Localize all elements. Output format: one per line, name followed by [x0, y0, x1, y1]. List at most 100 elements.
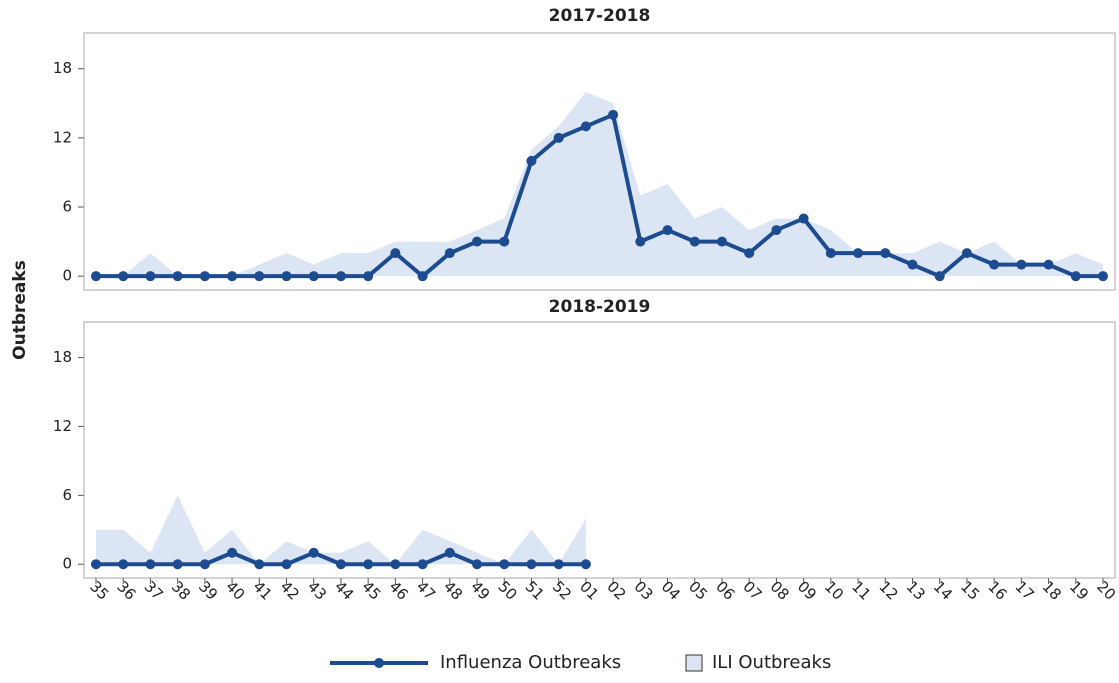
x-tick-label: 36: [113, 577, 139, 603]
influenza-marker: [91, 271, 101, 282]
x-tick-label: 20: [1093, 577, 1119, 603]
panel-title: 2018-2019: [549, 297, 651, 317]
y-axis-label: Outbreaks: [10, 260, 30, 360]
x-tick-label: 03: [630, 577, 656, 603]
influenza-marker: [118, 559, 129, 570]
influenza-marker: [308, 271, 319, 282]
legend-marker: [374, 658, 384, 668]
influenza-marker: [145, 271, 156, 282]
x-tick-label: 06: [712, 577, 738, 603]
y-tick-label: 0: [62, 555, 72, 573]
influenza-marker: [118, 271, 129, 282]
x-tick-label: 14: [930, 577, 956, 603]
influenza-marker: [499, 236, 510, 247]
x-tick-label: 47: [413, 577, 439, 603]
x-tick-label: 15: [957, 577, 983, 603]
x-tick-label: 51: [522, 577, 548, 603]
x-tick-label: 46: [386, 577, 412, 603]
influenza-marker: [444, 547, 455, 558]
y-tick-label: 6: [62, 198, 72, 216]
panel-frame: [83, 32, 1116, 291]
y-tick-label: 0: [62, 267, 72, 285]
x-tick-label: 05: [685, 577, 711, 603]
x-tick-label: 37: [141, 577, 167, 603]
panel-title: 2017-2018: [549, 6, 651, 26]
influenza-marker: [934, 271, 945, 282]
x-tick-label: 17: [1011, 577, 1037, 603]
ili-area: [96, 495, 586, 565]
x-tick-label: 07: [739, 577, 765, 603]
x-tick-label: 13: [903, 577, 929, 603]
influenza-marker: [363, 559, 374, 570]
x-tick-label: 50: [494, 577, 520, 603]
x-tick-label: 49: [467, 577, 493, 603]
panel-frame: [83, 321, 1116, 579]
x-tick-label: 35: [86, 577, 112, 603]
influenza-marker: [390, 248, 401, 259]
x-tick-label: 44: [331, 577, 357, 603]
x-tick-label: 16: [984, 577, 1010, 603]
y-tick-label: 12: [53, 128, 72, 146]
influenza-marker: [91, 559, 101, 570]
influenza-marker: [472, 559, 483, 570]
influenza-marker: [1098, 271, 1108, 282]
influenza-marker: [390, 559, 401, 570]
influenza-marker: [798, 213, 809, 224]
x-tick-label: 04: [658, 577, 684, 603]
influenza-marker: [989, 259, 1000, 270]
influenza-marker: [553, 132, 564, 143]
influenza-marker: [635, 236, 646, 247]
influenza-marker: [608, 109, 619, 120]
influenza-marker: [744, 248, 755, 259]
influenza-marker: [580, 121, 591, 132]
legend-swatch: [685, 654, 703, 672]
influenza-marker: [417, 559, 428, 570]
influenza-marker: [444, 248, 455, 259]
x-tick-label: 40: [222, 577, 248, 603]
influenza-marker: [1043, 259, 1054, 270]
y-tick-label: 6: [62, 486, 72, 504]
influenza-marker: [417, 271, 428, 282]
influenza-marker: [199, 271, 210, 282]
influenza-marker: [553, 559, 564, 570]
ili-area: [96, 91, 1103, 277]
influenza-marker: [853, 248, 864, 259]
x-tick-label: 52: [549, 577, 575, 603]
y-tick-label: 12: [53, 417, 72, 435]
influenza-marker: [716, 236, 727, 247]
influenza-marker: [771, 225, 782, 236]
x-tick-label: 08: [767, 577, 793, 603]
influenza-marker: [227, 271, 238, 282]
x-tick-label: 48: [440, 577, 466, 603]
influenza-marker: [907, 259, 918, 270]
y-tick-label: 18: [53, 59, 72, 77]
x-tick-label: 10: [821, 577, 847, 603]
influenza-marker: [363, 271, 374, 282]
influenza-marker: [281, 559, 292, 570]
influenza-marker: [172, 271, 183, 282]
legend-label: ILI Outbreaks: [712, 652, 831, 673]
influenza-marker: [281, 271, 292, 282]
x-tick-label: 43: [304, 577, 330, 603]
x-tick-label: 39: [195, 577, 221, 603]
influenza-marker: [961, 248, 972, 259]
influenza-marker: [254, 559, 265, 570]
influenza-marker: [1070, 271, 1081, 282]
influenza-marker: [335, 559, 346, 570]
influenza-marker: [145, 559, 156, 570]
x-tick-label: 11: [848, 577, 874, 603]
influenza-marker: [227, 547, 238, 558]
influenza-marker: [825, 248, 836, 259]
x-tick-label: 02: [603, 577, 629, 603]
x-tick-label: 41: [249, 577, 275, 603]
influenza-marker: [199, 559, 210, 570]
influenza-marker: [526, 559, 537, 570]
influenza-marker: [254, 271, 265, 282]
influenza-marker: [526, 155, 537, 166]
x-tick-label: 18: [1039, 577, 1065, 603]
x-tick-label: 42: [277, 577, 303, 603]
x-tick-label: 19: [1066, 577, 1092, 603]
x-tick-label: 01: [576, 577, 602, 603]
x-tick-label: 09: [794, 577, 820, 603]
